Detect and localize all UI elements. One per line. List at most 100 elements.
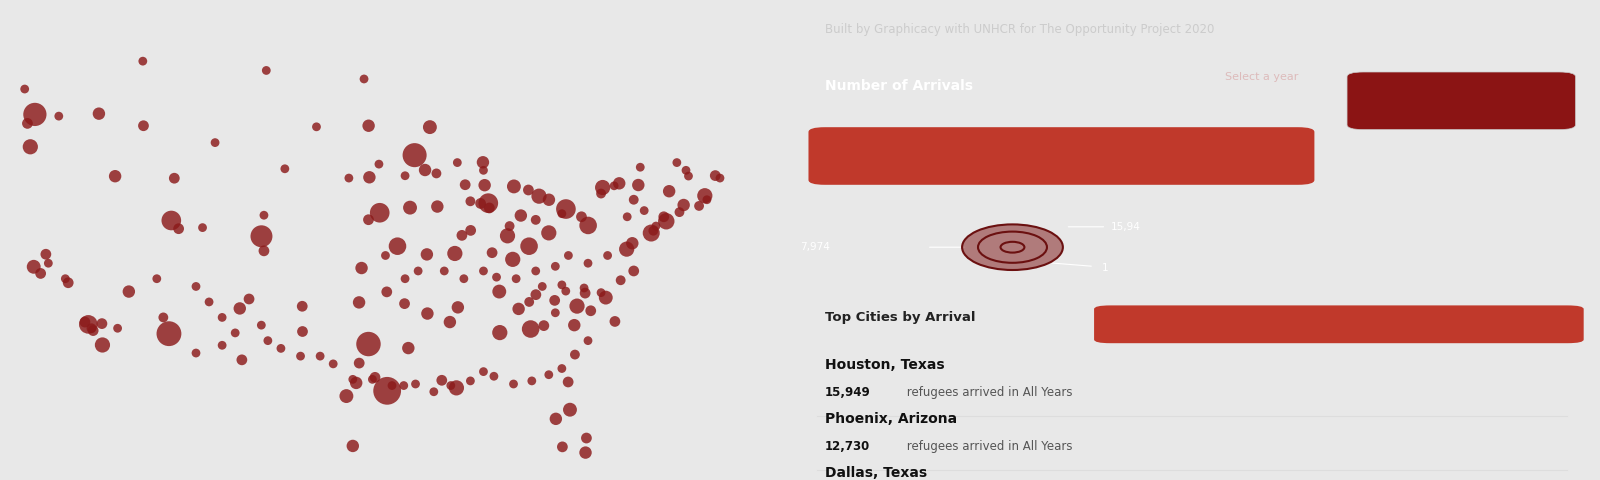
Point	[117, 288, 142, 295]
Point	[272, 165, 298, 173]
Point	[501, 380, 526, 388]
Point	[392, 300, 418, 308]
Point	[555, 378, 581, 386]
Point	[75, 321, 101, 328]
Point	[248, 321, 274, 329]
Point	[627, 163, 653, 171]
Point	[184, 283, 210, 290]
Text: Top Cities by Arrival: Top Cities by Arrival	[826, 311, 976, 324]
Point	[501, 182, 526, 190]
Point	[11, 85, 37, 93]
Point	[144, 275, 170, 283]
Text: refugees arrived in All Years: refugees arrived in All Years	[902, 441, 1072, 454]
Point	[362, 373, 387, 381]
Point	[432, 267, 458, 275]
Point	[549, 365, 574, 372]
Point	[78, 324, 104, 332]
Text: ⇄: ⇄	[845, 148, 858, 162]
FancyBboxPatch shape	[1347, 72, 1576, 130]
Point	[568, 213, 594, 221]
Point	[702, 172, 728, 180]
Point	[470, 368, 496, 375]
Point	[606, 180, 632, 187]
Text: 12,730: 12,730	[826, 441, 870, 454]
Text: refugees arrived in All Years: refugees arrived in All Years	[902, 386, 1072, 399]
Point	[445, 303, 470, 311]
Point	[162, 174, 187, 182]
Point	[626, 181, 651, 189]
Point	[670, 201, 696, 209]
Point	[106, 324, 131, 332]
Point	[197, 298, 222, 306]
Point	[526, 192, 552, 200]
Point	[344, 379, 370, 387]
Point	[693, 192, 718, 200]
Text: Phoenix, Arizona: Phoenix, Arizona	[826, 411, 957, 426]
Text: Select a year: Select a year	[1224, 72, 1298, 82]
Point	[470, 167, 496, 174]
Point	[35, 259, 61, 267]
Text: Houston, Texas: Houston, Texas	[826, 358, 944, 372]
Point	[589, 289, 614, 297]
Text: Built by Graphicacy with UNHCR for The Opportunity Project 2020: Built by Graphicacy with UNHCR for The O…	[826, 24, 1214, 36]
Point	[475, 199, 501, 207]
Point	[608, 276, 634, 284]
Point	[14, 120, 40, 127]
Point	[536, 371, 562, 379]
Text: 🔍: 🔍	[1152, 319, 1158, 329]
Point	[656, 187, 682, 195]
Point	[486, 329, 512, 336]
Point	[355, 122, 381, 130]
Point	[450, 231, 475, 239]
Point	[366, 209, 392, 216]
Point	[562, 321, 587, 329]
Point	[565, 302, 590, 310]
Point	[360, 375, 386, 383]
Point	[392, 172, 418, 180]
Point	[470, 267, 496, 275]
Point	[574, 434, 600, 442]
Point	[90, 341, 115, 349]
Point	[531, 322, 557, 329]
Point	[269, 345, 294, 352]
Point	[523, 267, 549, 275]
Point	[453, 181, 478, 189]
Point	[403, 380, 429, 388]
Point	[253, 67, 278, 74]
Point	[442, 250, 467, 257]
Point	[483, 273, 509, 281]
Point	[467, 200, 493, 207]
Point	[414, 310, 440, 317]
Point	[536, 196, 562, 204]
Point	[614, 245, 640, 253]
Point	[707, 174, 733, 182]
Point	[405, 267, 430, 275]
Point	[578, 307, 603, 314]
Point	[288, 352, 314, 360]
Point	[320, 360, 346, 368]
Point	[621, 267, 646, 275]
Point	[632, 207, 658, 215]
Point	[536, 229, 562, 237]
Point	[573, 289, 598, 297]
Point	[694, 196, 720, 204]
Point	[130, 57, 155, 65]
Point	[549, 281, 574, 289]
Point	[72, 318, 98, 326]
Point	[472, 181, 498, 189]
Point	[523, 216, 549, 224]
Point	[424, 203, 450, 210]
Ellipse shape	[962, 224, 1062, 270]
Point	[222, 329, 248, 337]
Point	[210, 313, 235, 321]
Point	[414, 251, 440, 258]
Point	[131, 122, 157, 130]
Point	[366, 160, 392, 168]
Point	[590, 184, 616, 192]
Point	[542, 309, 568, 317]
Point	[374, 288, 400, 296]
Point	[346, 299, 371, 306]
Point	[523, 291, 549, 299]
Text: 7,974: 7,974	[800, 242, 830, 252]
Point	[443, 384, 469, 392]
